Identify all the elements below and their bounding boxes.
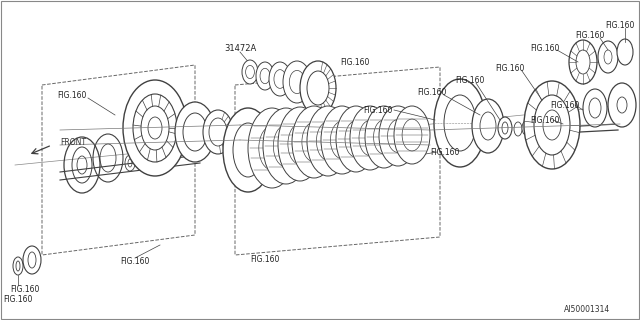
Ellipse shape [522, 121, 530, 135]
Ellipse shape [529, 120, 537, 134]
Ellipse shape [379, 106, 417, 166]
Text: FIG.160: FIG.160 [3, 295, 33, 305]
Text: FIG.160: FIG.160 [364, 106, 393, 115]
Text: FIG.160: FIG.160 [605, 20, 635, 29]
Ellipse shape [248, 108, 296, 188]
Ellipse shape [278, 107, 322, 181]
Ellipse shape [498, 117, 512, 139]
Text: FIG.160: FIG.160 [531, 44, 560, 52]
Text: FIG.160: FIG.160 [550, 100, 580, 109]
Ellipse shape [223, 108, 273, 192]
Text: FIG.160: FIG.160 [430, 148, 460, 156]
Ellipse shape [514, 122, 522, 136]
Ellipse shape [365, 106, 403, 168]
Text: FIG.160: FIG.160 [417, 87, 447, 97]
Text: FIG.160: FIG.160 [495, 63, 525, 73]
Ellipse shape [569, 40, 597, 84]
Ellipse shape [394, 106, 430, 164]
Ellipse shape [175, 102, 215, 162]
Ellipse shape [336, 106, 376, 172]
Text: AI50001314: AI50001314 [564, 306, 610, 315]
Text: FIG.160: FIG.160 [58, 91, 86, 100]
Ellipse shape [283, 61, 311, 103]
Ellipse shape [472, 99, 504, 153]
Text: FIG.160: FIG.160 [340, 58, 370, 67]
Ellipse shape [203, 110, 233, 154]
Ellipse shape [350, 106, 390, 170]
Text: FIG.160: FIG.160 [250, 255, 280, 265]
Ellipse shape [263, 108, 309, 184]
Ellipse shape [617, 39, 633, 65]
Ellipse shape [123, 80, 187, 176]
Ellipse shape [242, 60, 258, 84]
Text: FIG.160: FIG.160 [455, 76, 484, 84]
Ellipse shape [608, 83, 636, 127]
Ellipse shape [300, 61, 336, 115]
Ellipse shape [256, 62, 274, 90]
Ellipse shape [524, 81, 580, 169]
Text: 31472A: 31472A [224, 44, 256, 52]
Ellipse shape [292, 106, 336, 178]
Ellipse shape [269, 62, 291, 96]
Ellipse shape [434, 79, 486, 167]
Text: FIG.160: FIG.160 [531, 116, 560, 124]
Ellipse shape [307, 106, 349, 176]
Text: FIG.160: FIG.160 [575, 30, 605, 39]
Ellipse shape [598, 41, 618, 73]
Ellipse shape [583, 89, 607, 127]
Text: FIG.160: FIG.160 [10, 285, 40, 294]
Text: FIG.160: FIG.160 [120, 258, 150, 267]
Text: FRONT: FRONT [60, 138, 86, 147]
Ellipse shape [321, 106, 363, 174]
